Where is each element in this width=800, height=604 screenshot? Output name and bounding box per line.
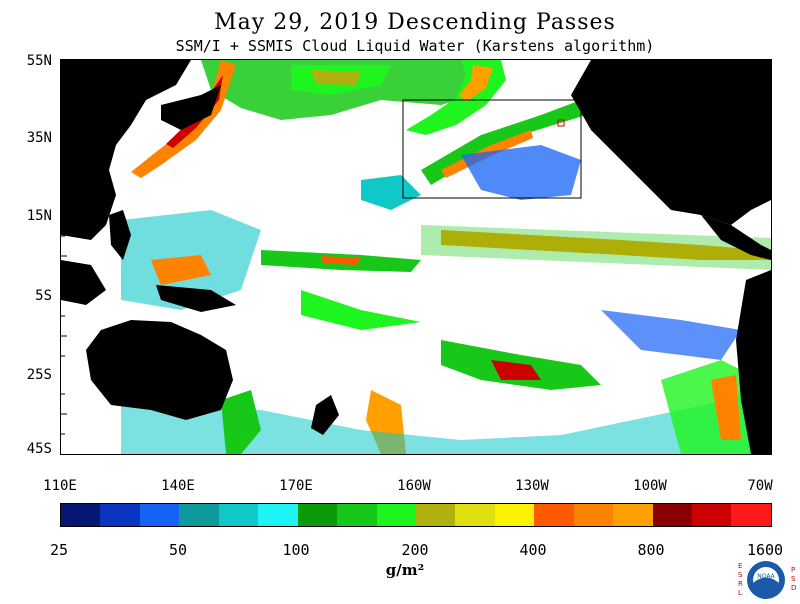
spcz-band [301, 290, 421, 330]
colorbar-swatch-17 [731, 504, 771, 526]
lon-label-130w: 130W [515, 478, 549, 494]
svg-text:S: S [791, 575, 796, 583]
lat-label-5s: 5S [35, 288, 52, 304]
colorbar-swatch-16 [692, 504, 732, 526]
colorbar-tick-400: 400 [519, 541, 547, 559]
lon-label-140e: 140E [161, 478, 195, 494]
cloud-water-map [60, 59, 772, 455]
colorbar-tick-50: 50 [168, 541, 188, 559]
region-highlight-box [402, 99, 582, 199]
lat-label-35n: 35N [26, 130, 52, 146]
central-america [701, 215, 771, 260]
lat-label-15n: 15N [26, 208, 52, 224]
colorbar-tick-25: 25 [49, 541, 69, 559]
maritime-continent-core [151, 255, 211, 285]
japan-frontal-band-core [166, 75, 223, 148]
colorbar-swatch-15 [652, 504, 692, 526]
itcz-east-edge [421, 225, 771, 270]
svg-text:E: E [738, 562, 742, 570]
philippines [109, 210, 131, 260]
lon-label-170e: 170E [279, 478, 313, 494]
page-title: May 29, 2019 Descending Passes [214, 10, 616, 35]
aleutian-band-core [459, 65, 493, 102]
lon-label-160w: 160W [397, 478, 431, 494]
hawaii-patches [361, 175, 421, 210]
colorbar-swatch-5 [258, 504, 298, 526]
lon-label-100w: 100W [633, 478, 667, 494]
colorbar-tick-100: 100 [282, 541, 310, 559]
colorbar [60, 503, 772, 527]
colorbar-swatch-6 [297, 504, 338, 526]
southern-ocean-east-core [711, 375, 741, 440]
southern-ocean-wide [121, 390, 771, 454]
new-guinea [156, 285, 236, 312]
lat-label-55n: 55N [26, 53, 52, 69]
land-masses [61, 60, 771, 454]
lat-label-25s: 25S [26, 367, 52, 383]
svg-text:P: P [791, 566, 795, 574]
svg-text:D: D [791, 584, 796, 592]
lat-label-45s: 45S [26, 441, 52, 457]
colorbar-tick-200: 200 [401, 541, 429, 559]
lon-label-110e: 110E [43, 478, 77, 494]
asia-mainland [61, 60, 191, 240]
colorbar-swatch-9 [415, 504, 456, 526]
lon-label-70w: 70W [747, 478, 773, 494]
southeast-pacific-cloud [601, 310, 741, 360]
svg-text:L: L [738, 589, 742, 597]
tasman-band [221, 390, 261, 454]
colorbar-swatch-12 [534, 504, 574, 526]
colorbar-swatch-11 [494, 504, 535, 526]
cloud-field [121, 60, 771, 454]
borneo-sumatra [61, 260, 106, 305]
colorbar-swatch-3 [179, 504, 219, 526]
south-central-core [491, 360, 541, 380]
south-america [736, 270, 771, 454]
colorbar-swatch-0 [61, 504, 101, 526]
colorbar-swatch-14 [613, 504, 653, 526]
japan-frontal-band [131, 60, 236, 178]
north-pacific-cloud-band-inner [311, 70, 361, 85]
small-red-marker [557, 119, 565, 127]
korea-japan [161, 85, 221, 130]
colorbar-tick-800: 800 [637, 541, 665, 559]
australia [86, 320, 233, 420]
page-subtitle: SSM/I + SSMIS Cloud Liquid Water (Karste… [175, 37, 655, 55]
colorbar-swatch-10 [455, 504, 495, 526]
svg-text:S: S [738, 571, 743, 579]
svg-text:R: R [738, 580, 743, 588]
itcz-east [441, 230, 771, 260]
colorbar-swatch-2 [139, 504, 180, 526]
north-america [571, 60, 771, 225]
colorbar-swatch-13 [573, 504, 614, 526]
itcz-central-core [321, 256, 361, 265]
colorbar-tick-1600: 1600 [746, 541, 784, 559]
colorbar-swatch-1 [100, 504, 140, 526]
svg-text:NOAA: NOAA [757, 573, 775, 580]
new-zealand [311, 395, 339, 435]
colorbar-units: g/m² [385, 561, 425, 579]
colorbar-swatch-7 [337, 504, 377, 526]
colorbar-swatch-4 [218, 504, 259, 526]
subtropical-cloud-patches [461, 145, 581, 200]
colorbar-swatch-8 [376, 504, 416, 526]
